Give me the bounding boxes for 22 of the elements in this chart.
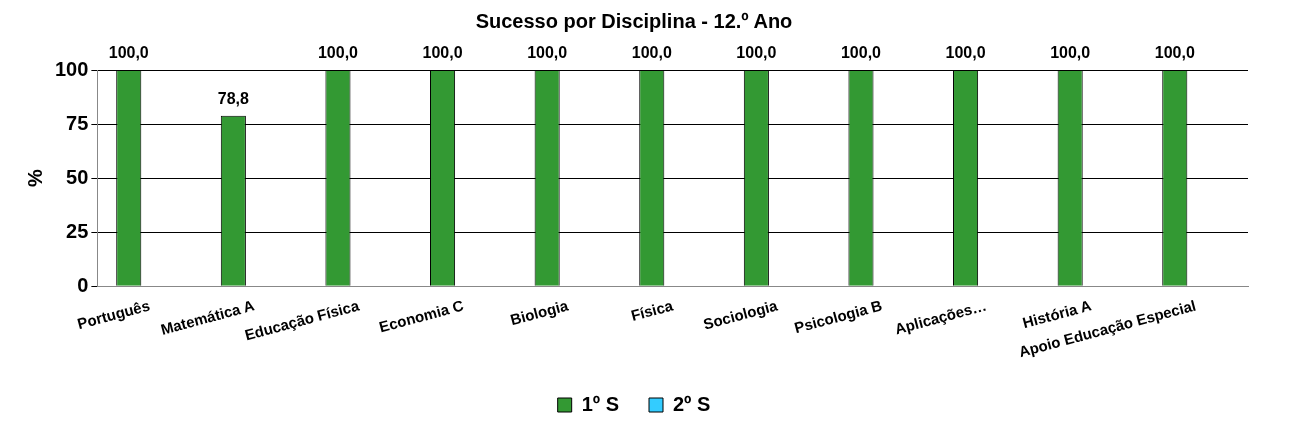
chart-title: Sucesso por Disciplina - 12.º Ano xyxy=(475,9,793,32)
data-label: 100,0 xyxy=(1050,44,1091,62)
y-tick-label: 75 xyxy=(66,111,89,134)
data-label: 78,8 xyxy=(217,90,250,108)
data-label: 100,0 xyxy=(317,44,359,62)
data-label: 100,0 xyxy=(422,44,463,62)
data-label: 100,0 xyxy=(945,44,986,62)
y-tick-label: 25 xyxy=(66,219,89,242)
x-tick-label: Física xyxy=(629,296,676,324)
y-axis-title: % xyxy=(23,169,46,188)
data-label: 100,0 xyxy=(631,44,672,62)
data-label: 100,0 xyxy=(527,44,568,62)
y-tick-label: 100 xyxy=(54,57,89,80)
y-tick-label: 0 xyxy=(77,273,89,296)
legend-label: 1º S xyxy=(581,392,619,415)
data-label: 100,0 xyxy=(736,44,777,62)
x-tick-label: Biologia xyxy=(508,296,571,329)
data-label: 100,0 xyxy=(108,44,149,62)
data-label: 100,0 xyxy=(840,44,882,62)
data-label: 100,0 xyxy=(1154,44,1195,62)
y-tick-label: 50 xyxy=(66,165,89,188)
legend-label: 2º S xyxy=(673,392,711,415)
